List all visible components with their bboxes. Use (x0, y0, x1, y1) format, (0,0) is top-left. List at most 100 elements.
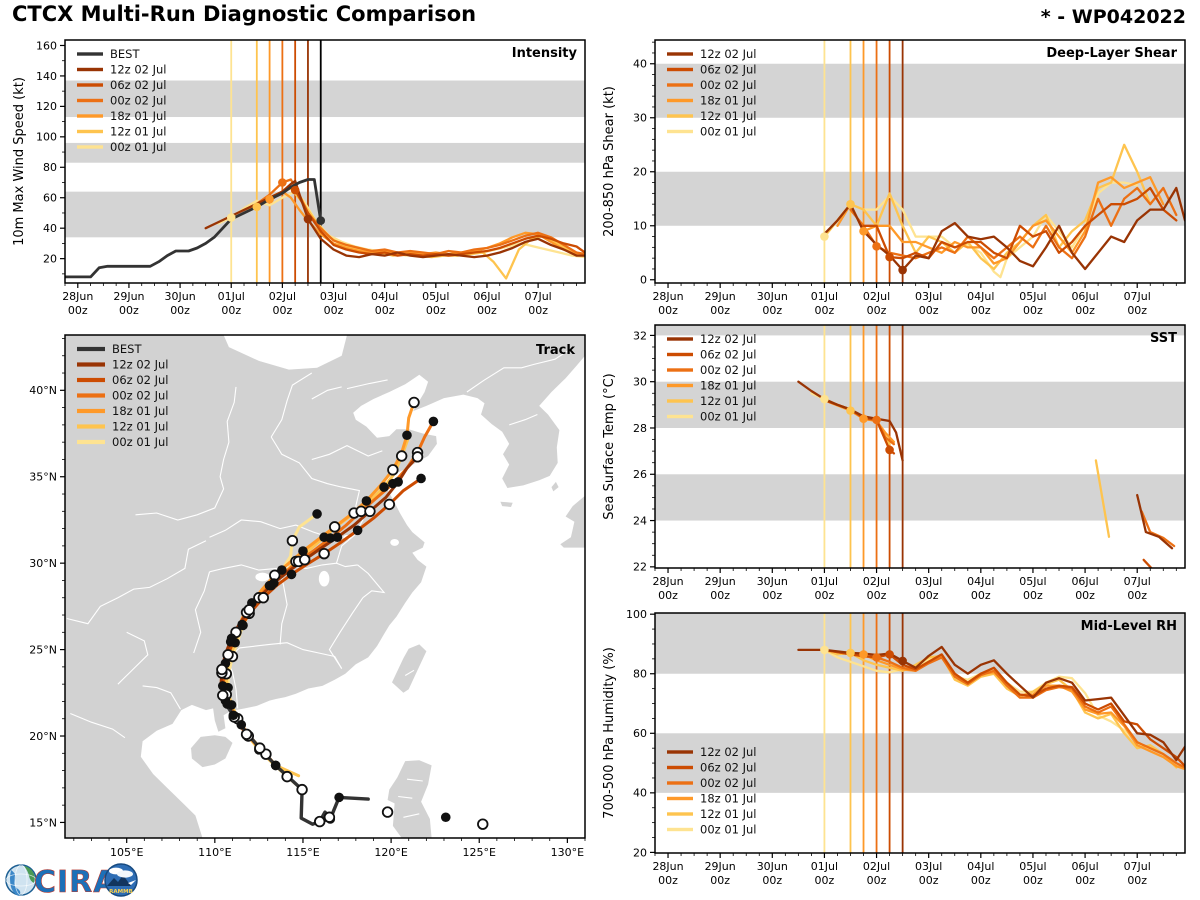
legend-label: BEST (112, 342, 142, 356)
province-border (404, 669, 415, 676)
svg-text:04Jul: 04Jul (967, 860, 994, 873)
svg-text:29Jun: 29Jun (705, 860, 736, 873)
track-point-open (411, 451, 424, 463)
series-best (65, 178, 323, 279)
svg-text:07Jul: 07Jul (1124, 860, 1151, 873)
svg-text:60: 60 (43, 192, 57, 205)
legend-label: 00z 01 Jul (110, 140, 167, 154)
track-point-filled (325, 533, 336, 543)
svg-text:30Jun: 30Jun (757, 575, 788, 588)
province-border (70, 712, 126, 739)
map-gap (223, 335, 347, 370)
legend-label: 18z 01 Jul (700, 792, 757, 806)
track-point-open (408, 396, 420, 409)
svg-text:00z: 00z (426, 304, 446, 317)
svg-text:20: 20 (43, 252, 57, 265)
init-dot (252, 202, 262, 212)
legend-label: 18z 01 Jul (110, 109, 167, 123)
svg-text:00z: 00z (762, 589, 782, 602)
lake (390, 538, 400, 546)
legend-label: BEST (110, 47, 140, 61)
svg-text:00z: 00z (971, 589, 991, 602)
panel-title-shear: Deep-Layer Shear (1046, 46, 1177, 61)
svg-text:125°E: 125°E (463, 846, 496, 859)
init-dot (316, 216, 326, 225)
legend-swatch-best (77, 346, 105, 352)
init-dot (898, 656, 907, 666)
legend-label: 00z 02 Jul (700, 78, 757, 92)
svg-text:105°E: 105°E (110, 846, 143, 859)
panel-shear: 28Jun00z29Jun00z30Jun00z01Jul00z02Jul00z… (602, 39, 1186, 317)
svg-text:00z: 00z (170, 304, 190, 317)
cira-logo: CIRA RAMMB (4, 856, 144, 900)
svg-text:07Jul: 07Jul (524, 290, 551, 303)
legend-swatch-00z-02-jul (77, 393, 105, 398)
category-band (655, 381, 1185, 428)
legend-swatch-06z-02-jul (667, 765, 693, 770)
legend-label: 18z 01 Jul (112, 404, 169, 418)
legend-label: 12z 01 Jul (700, 394, 757, 408)
svg-text:20: 20 (633, 846, 647, 859)
svg-text:00z: 00z (1023, 874, 1043, 887)
series-12z-02-jul (204, 179, 585, 259)
province-border (357, 564, 386, 599)
svg-text:02Jul: 02Jul (863, 860, 890, 873)
track-point-open (323, 811, 336, 823)
lake (255, 572, 270, 582)
legend-label: 00z 01 Jul (700, 823, 757, 837)
track-point-filled (393, 477, 403, 487)
y-axis-sst: 22 24 26 28 30 32 (633, 329, 655, 574)
x-axis-intensity: 28Jun00z29Jun00z30Jun00z01Jul00z02Jul00z… (62, 283, 577, 317)
legend-label: 12z 02 Jul (112, 358, 169, 372)
track-point-open (286, 534, 299, 547)
svg-text:100: 100 (626, 608, 647, 621)
svg-text:130°E: 130°E (551, 846, 584, 859)
legend-swatch-00z-01-jul (77, 439, 105, 445)
legend-swatch-00z-01-jul (667, 827, 693, 832)
track-point-open (296, 783, 308, 796)
province-border (328, 597, 364, 669)
svg-text:00z: 00z (815, 304, 835, 317)
svg-text:00z: 00z (710, 304, 730, 317)
land-island (551, 481, 559, 492)
svg-text:00z: 00z (867, 304, 887, 317)
svg-text:00z: 00z (919, 304, 939, 317)
svg-text:25°N: 25°N (29, 643, 57, 656)
legend-swatch-18z-01-jul (667, 383, 693, 388)
svg-text:40: 40 (43, 222, 57, 235)
svg-text:115°E: 115°E (286, 846, 319, 859)
svg-text:32: 32 (633, 329, 647, 342)
init-dot (820, 232, 829, 241)
land-mainland (65, 335, 585, 838)
series-18z-01-jul (836, 176, 1165, 265)
legend-swatch-18z-01-jul (77, 408, 105, 414)
track-point-open (314, 815, 326, 828)
province-border (66, 540, 207, 625)
globe-icon (5, 864, 37, 896)
svg-text:29Jun: 29Jun (705, 575, 736, 588)
svg-text:00z: 00z (1075, 304, 1095, 317)
track-point-open (328, 521, 341, 533)
svg-text:00z: 00z (762, 874, 782, 887)
svg-text:03Jul: 03Jul (320, 290, 347, 303)
svg-text:00z: 00z (658, 874, 678, 887)
init-dot (820, 394, 829, 404)
track-point-filled (352, 525, 363, 536)
track-point-filled (226, 633, 237, 644)
init-dot (846, 406, 855, 415)
svg-text:01Jul: 01Jul (218, 290, 245, 303)
panel-title-track: Track (536, 343, 575, 358)
svg-text:06Jul: 06Jul (1071, 860, 1098, 873)
track-point-open (281, 770, 293, 783)
province-border (226, 642, 343, 669)
svg-text:30: 30 (633, 112, 647, 125)
svg-text:00z: 00z (919, 874, 939, 887)
legend-swatch-12z-02-jul (667, 750, 693, 754)
init-dot (226, 213, 236, 222)
svg-text:00z: 00z (658, 304, 678, 317)
track-point-open (364, 505, 376, 518)
svg-text:06Jul: 06Jul (1071, 575, 1098, 588)
